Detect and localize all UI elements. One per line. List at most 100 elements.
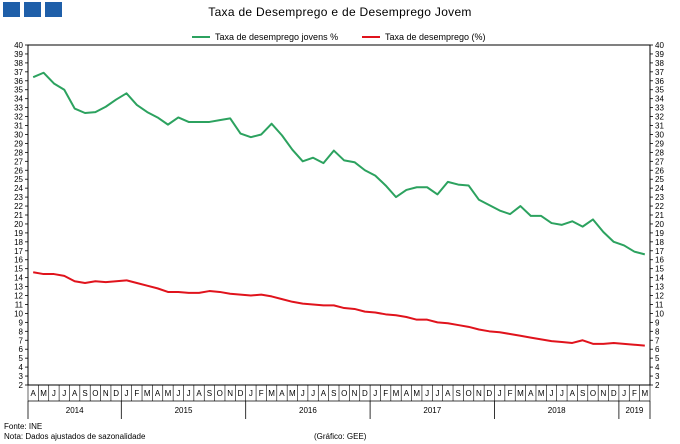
data-point-youth — [271, 123, 273, 125]
data-point-total — [592, 343, 594, 345]
data-point-youth — [582, 226, 584, 228]
x-tick-label: M — [517, 389, 524, 398]
y-tick-label-right: 16 — [655, 256, 664, 265]
y-tick-label-left: 40 — [14, 41, 23, 50]
y-tick-label-left: 27 — [14, 157, 23, 166]
x-tick-label: O — [92, 389, 98, 398]
x-tick-label: J — [425, 389, 429, 398]
y-tick-label-left: 28 — [14, 148, 23, 157]
x-tick-label: J — [62, 389, 66, 398]
x-tick-label: J — [124, 389, 128, 398]
y-tick-label-left: 20 — [14, 220, 23, 229]
y-tick-label-right: 36 — [655, 77, 664, 86]
data-point-total — [447, 322, 449, 324]
x-tick-label: S — [580, 389, 585, 398]
data-point-total — [188, 292, 190, 294]
data-point-total — [468, 326, 470, 328]
x-tick-label: M — [393, 389, 400, 398]
x-tick-label: J — [622, 389, 626, 398]
data-point-youth — [468, 184, 470, 186]
data-point-youth — [94, 111, 96, 113]
data-point-total — [333, 304, 335, 306]
y-tick-label-left: 16 — [14, 256, 23, 265]
y-tick-label-right: 5 — [655, 354, 660, 363]
data-point-total — [260, 294, 262, 296]
y-tick-label-right: 3 — [655, 372, 660, 381]
data-point-total — [94, 280, 96, 282]
x-tick-label: J — [52, 389, 56, 398]
logo — [3, 2, 62, 17]
data-point-total — [312, 303, 314, 305]
y-tick-label-left: 19 — [14, 229, 23, 238]
y-tick-label-right: 22 — [655, 202, 664, 211]
legend-item-total: Taxa de desemprego (%) — [362, 32, 486, 42]
data-point-total — [405, 316, 407, 318]
x-tick-label: A — [155, 389, 161, 398]
y-tick-label-right: 30 — [655, 130, 664, 139]
series-line-youth — [32, 71, 646, 256]
data-point-total — [561, 341, 563, 343]
x-tick-label: O — [465, 389, 471, 398]
data-point-youth — [551, 222, 553, 224]
x-tick-label: N — [476, 389, 482, 398]
y-tick-label-right: 13 — [655, 283, 664, 292]
y-tick-label-right: 34 — [655, 95, 664, 104]
y-tick-label-right: 29 — [655, 139, 664, 148]
x-tick-label: O — [217, 389, 223, 398]
x-tick-label: A — [404, 389, 410, 398]
data-point-youth — [447, 181, 449, 183]
y-tick-label-left: 10 — [14, 309, 23, 318]
data-point-total — [63, 275, 65, 277]
data-point-youth — [509, 213, 511, 215]
data-point-youth — [177, 116, 179, 118]
data-point-youth — [623, 244, 625, 246]
y-tick-label-left: 39 — [14, 50, 23, 59]
x-tick-label: M — [144, 389, 151, 398]
data-point-total — [416, 319, 418, 321]
y-tick-label-right: 11 — [655, 300, 664, 309]
data-point-youth — [53, 82, 55, 84]
y-tick-label-right: 15 — [655, 265, 664, 274]
y-tick-label-left: 35 — [14, 86, 23, 95]
data-point-total — [115, 280, 117, 282]
y-tick-label-right: 9 — [655, 318, 660, 327]
data-point-youth — [354, 161, 356, 163]
x-tick-label: A — [570, 389, 576, 398]
data-point-youth — [333, 150, 335, 152]
data-point-total — [208, 290, 210, 292]
legend-swatch-youth — [192, 36, 210, 38]
data-point-youth — [74, 108, 76, 110]
data-point-youth — [302, 160, 304, 162]
x-tick-label: S — [331, 389, 336, 398]
x-tick-label: O — [341, 389, 347, 398]
x-tick-label: A — [279, 389, 285, 398]
y-tick-label-left: 34 — [14, 95, 23, 104]
chart-legend: Taxa de desemprego jovens % Taxa de dese… — [0, 32, 680, 46]
y-tick-label-right: 20 — [655, 220, 664, 229]
x-tick-label: M — [268, 389, 275, 398]
y-tick-label-left: 30 — [14, 130, 23, 139]
x-tick-label: F — [134, 389, 139, 398]
data-point-total — [530, 337, 532, 339]
y-tick-label-right: 24 — [655, 184, 664, 193]
data-point-total — [343, 307, 345, 309]
data-point-youth — [219, 119, 221, 121]
data-point-youth — [229, 117, 231, 119]
x-tick-label: F — [259, 389, 264, 398]
legend-item-youth: Taxa de desemprego jovens % — [192, 32, 338, 42]
data-point-youth — [84, 112, 86, 114]
legend-label-total: Taxa de desemprego (%) — [385, 32, 486, 42]
data-point-total — [551, 340, 553, 342]
data-point-youth — [240, 133, 242, 135]
year-label: 2014 — [66, 406, 84, 415]
y-tick-label-right: 39 — [655, 50, 664, 59]
data-point-youth — [457, 184, 459, 186]
data-point-total — [488, 330, 490, 332]
x-tick-label: J — [301, 389, 305, 398]
year-label: 2017 — [423, 406, 441, 415]
data-point-youth — [43, 72, 45, 74]
source-note: Fonte: INE — [4, 422, 43, 431]
x-tick-label: J — [560, 389, 564, 398]
y-tick-label-left: 5 — [19, 354, 24, 363]
